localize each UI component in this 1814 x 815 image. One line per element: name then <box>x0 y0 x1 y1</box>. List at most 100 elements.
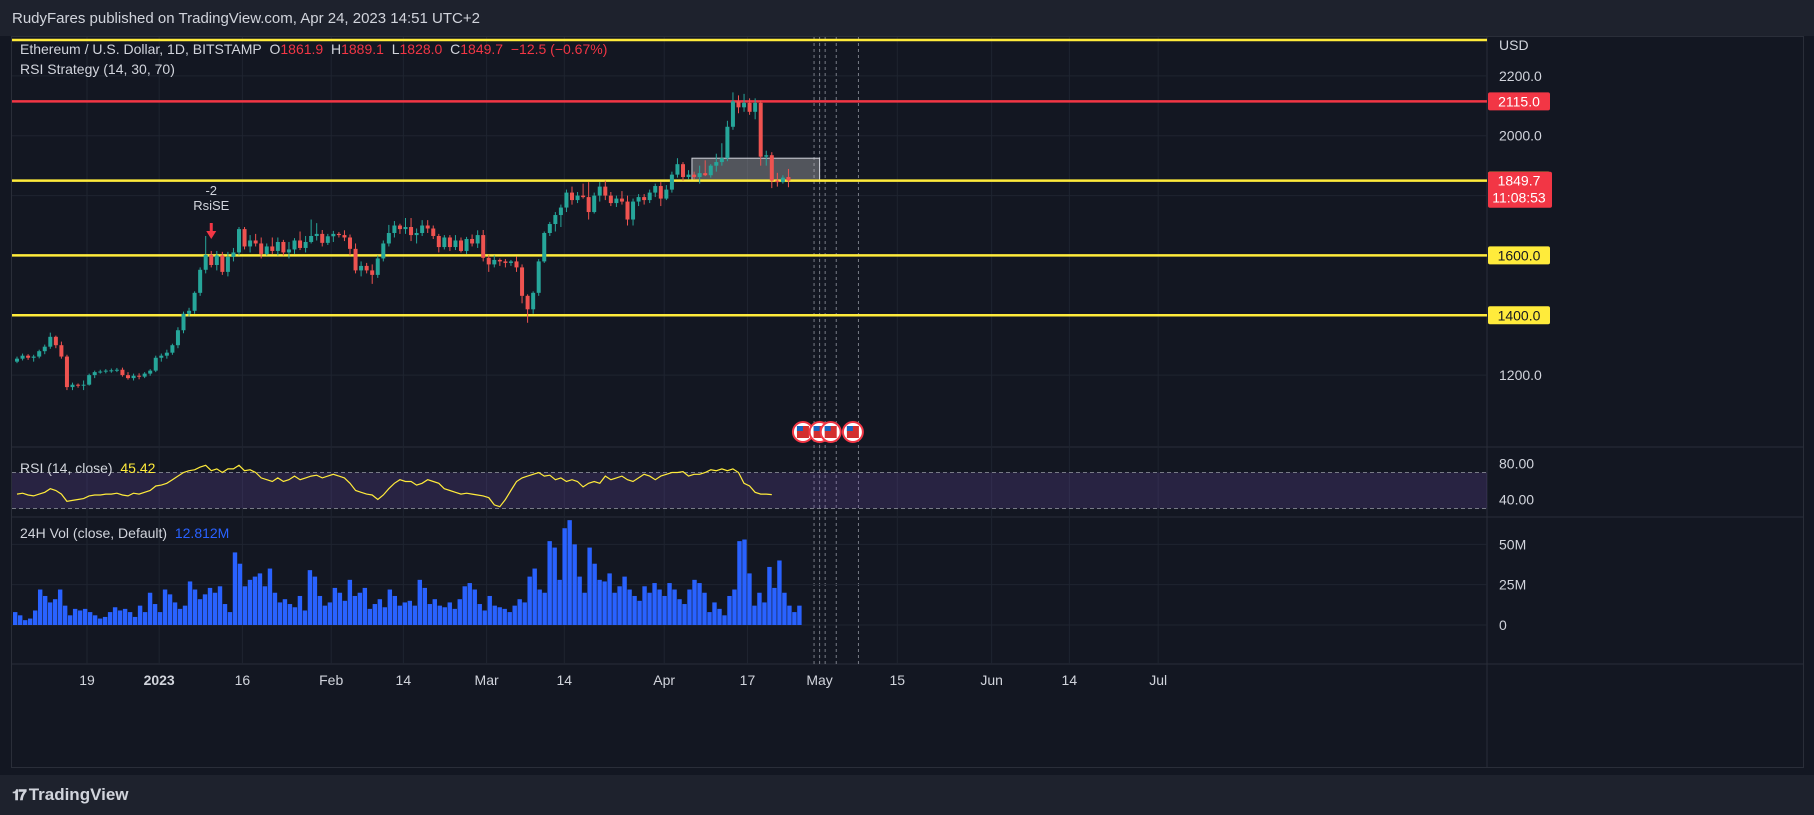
volume-bar <box>142 612 148 625</box>
tradingview-logo[interactable]: 𝟏𝟕 TradingView <box>12 785 129 805</box>
volume-bar <box>572 544 577 625</box>
candle-body <box>159 355 164 358</box>
candle-body <box>37 351 42 357</box>
volume-bar <box>82 608 88 625</box>
candle-body <box>231 252 236 257</box>
strategy-legend[interactable]: RSI Strategy (14, 30, 70) <box>20 61 175 77</box>
rsi-band <box>12 472 1487 509</box>
candle-body <box>575 195 580 201</box>
volume-bar <box>497 607 502 625</box>
candle-body <box>120 369 125 376</box>
volume-bar <box>652 583 657 625</box>
chart-frame[interactable]: -2 RsiSE 19 2023 16 Feb 14 Mar 14 Apr 17 May 15 Jun 1… <box>11 36 1804 768</box>
volume-bar <box>412 605 417 625</box>
volume-bar <box>647 592 652 625</box>
volume-bar <box>527 576 532 625</box>
volume-bar <box>507 612 512 625</box>
volume-bar <box>477 604 482 625</box>
candle-body <box>31 356 36 358</box>
volume-bar <box>722 615 727 625</box>
volume-bar <box>662 595 667 625</box>
candle-body <box>114 369 119 371</box>
candle-body <box>475 235 480 244</box>
time-tick-label: Jul <box>1149 672 1167 688</box>
candle-body <box>775 180 780 183</box>
rsi-legend[interactable]: RSI (14, close) 45.42 <box>20 460 155 476</box>
candle-body <box>608 195 613 204</box>
candle-body <box>175 330 180 346</box>
candle-body <box>503 261 508 263</box>
candle-body <box>420 225 425 233</box>
candle-body <box>181 313 186 331</box>
volume-bar <box>97 618 103 625</box>
candle-body <box>692 174 697 178</box>
candle-body <box>725 126 730 159</box>
signal-name: RsiSE <box>193 198 229 213</box>
candle-body <box>336 233 341 236</box>
volume-pane[interactable] <box>13 520 802 625</box>
candle-body <box>603 186 608 196</box>
candle-body <box>20 355 25 359</box>
volume-bar <box>517 599 522 625</box>
candle-body <box>542 232 547 262</box>
volume-bar <box>552 547 557 625</box>
volume-bar <box>432 599 437 625</box>
volume-bar <box>362 587 368 625</box>
us-flag-event-icon <box>819 421 842 443</box>
volume-bar <box>162 589 168 625</box>
time-tick-label: 14 <box>1062 672 1078 688</box>
volume-bar <box>307 570 313 625</box>
key-level-badge <box>1488 92 1550 111</box>
grid-lines <box>12 37 1803 767</box>
volume-bar <box>622 576 627 625</box>
candle-body <box>780 177 785 183</box>
key-level-label: 1600.0 <box>1498 247 1541 263</box>
volume-bar <box>682 604 687 625</box>
brand-name: TradingView <box>28 785 129 804</box>
last-price-label: 1849.7 <box>1498 173 1541 189</box>
volume-bar <box>122 608 128 625</box>
volume-bar <box>522 602 527 625</box>
volume-bar <box>62 605 68 625</box>
candle-body <box>81 384 86 386</box>
candle-body <box>153 357 158 371</box>
candle-body <box>359 265 364 271</box>
volume-bar <box>282 599 288 625</box>
candle-body <box>675 164 680 175</box>
volume-bar <box>87 612 93 625</box>
time-tick-label: 19 <box>79 672 95 688</box>
volume-bar <box>667 583 672 625</box>
candle-body <box>203 254 208 270</box>
volume-bar <box>252 576 258 625</box>
candle-body <box>786 177 791 181</box>
candle-body <box>198 269 203 293</box>
candle-body <box>758 102 763 157</box>
volume-bar <box>472 589 477 625</box>
rsi-pane[interactable] <box>12 464 1487 509</box>
volume-bar <box>242 586 248 625</box>
symbol-description[interactable]: Ethereum / U.S. Dollar, 1D, BITSTAMP <box>20 41 262 57</box>
volume-bar <box>757 592 762 625</box>
volume-legend[interactable]: 24H Vol (close, Default) 12.812M <box>20 525 229 541</box>
candle-body <box>275 241 280 251</box>
volume-bar <box>147 592 153 625</box>
volume-bar <box>607 573 612 625</box>
volume-bar <box>402 602 408 625</box>
candle-body <box>753 102 758 112</box>
volume-bar <box>637 600 642 625</box>
volume-bar <box>272 592 278 625</box>
candle-body <box>592 195 597 213</box>
candle-body <box>292 240 297 250</box>
volume-bar <box>752 605 757 625</box>
candle-body <box>15 358 19 362</box>
main-legend[interactable]: Ethereum / U.S. Dollar, 1D, BITSTAMP O18… <box>20 41 607 57</box>
candle-body <box>375 258 380 275</box>
volume-bar <box>232 552 238 625</box>
time-tick-label: 16 <box>235 672 251 688</box>
candle-body <box>103 370 108 372</box>
volume-bar <box>392 595 398 625</box>
sell-arrow-icon <box>206 223 217 239</box>
volume-bar <box>292 607 298 625</box>
